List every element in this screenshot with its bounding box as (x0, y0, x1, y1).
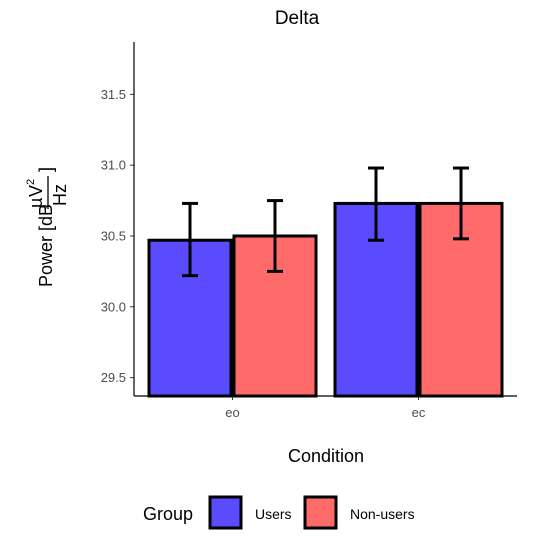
legend-label-users: Users (255, 506, 292, 522)
y-axis-title-mu: µ (26, 198, 46, 208)
x-tick-label-eo: eo (225, 405, 239, 420)
y-axis-title-exp: 2 (25, 179, 37, 185)
legend-swatch-non-users (303, 495, 338, 530)
y-axis-title-prefix: Power [dB (36, 204, 56, 287)
x-tick-label-ec: ec (412, 405, 426, 420)
legend: Group Users Non-users (143, 495, 415, 530)
legend-label-non-users: Non-users (350, 506, 415, 522)
y-tick-label: 31.5 (101, 87, 126, 102)
y-axis-title-den: Hz (50, 184, 70, 206)
legend-swatch-users (208, 495, 243, 530)
y-tick-label: 30.0 (101, 299, 126, 314)
legend-title: Group (143, 504, 193, 524)
y-axis-title-suffix: ] (36, 167, 56, 172)
y-tick-label: 30.5 (101, 228, 126, 243)
y-axis-title: Power [dB µ V 2 Hz ] (25, 167, 70, 287)
plot-area: eo ec 29.5 30.0 30.5 31.0 31.5 (101, 42, 517, 420)
y-axis-title-v: V (26, 185, 46, 197)
y-tick-label: 29.5 (101, 370, 126, 385)
chart-title: Delta (275, 8, 320, 29)
x-axis-title: Condition (288, 446, 364, 466)
y-tick-label: 31.0 (101, 158, 126, 173)
